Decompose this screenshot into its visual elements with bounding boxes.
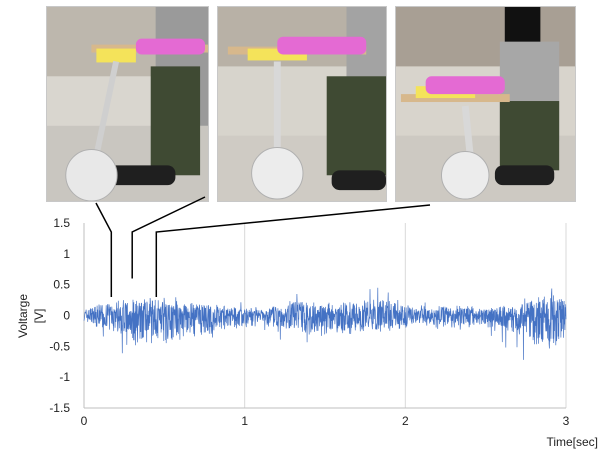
y-tick-label: -1 [59, 370, 70, 384]
apparatus-photo-icon [396, 7, 575, 201]
tick-labels: 1.5 1 0.5 0 -0.5 -1 -1.5 0 1 2 3 [49, 216, 569, 428]
y-tick-label: 1 [63, 247, 70, 261]
x-tick-label: 2 [402, 414, 409, 428]
apparatus-photo-2 [217, 6, 387, 202]
x-tick-label: 3 [563, 414, 570, 428]
x-tick-label: 1 [241, 414, 248, 428]
x-axis-title: Time[sec] [546, 435, 598, 449]
apparatus-photo-icon [47, 7, 208, 201]
photo-callout-line [131, 196, 206, 279]
y-tick-label: 0.5 [53, 278, 70, 292]
apparatus-photo-1 [46, 6, 209, 202]
chart-axes [83, 223, 566, 409]
y-axis-title-line1: Voltarge [16, 294, 30, 338]
y-tick-label: 1.5 [53, 216, 70, 230]
y-axis-title-line2: [V] [32, 309, 46, 324]
apparatus-photo-icon [218, 7, 386, 201]
x-tick-label: 0 [81, 414, 88, 428]
callout-layer [95, 196, 431, 297]
apparatus-photo-3 [395, 6, 576, 202]
series-layer [83, 287, 567, 360]
y-tick-label: 0 [63, 309, 70, 323]
photo-callout-line [155, 204, 431, 297]
y-tick-label: -1.5 [49, 401, 70, 415]
voltage-series-line [83, 287, 567, 360]
photo-callout-line [95, 202, 113, 297]
y-tick-label: -0.5 [49, 339, 70, 353]
